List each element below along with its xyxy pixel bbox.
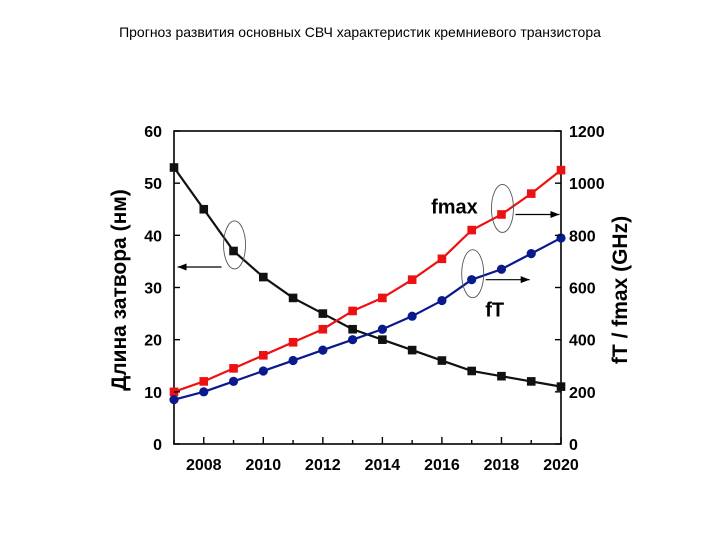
right-tick-label: 800 [569,228,596,245]
data-point-fmax [437,254,447,264]
annotation-layer: fmax fT [177,184,560,322]
data-point-left [259,272,268,282]
data-point-fmax [199,377,209,386]
data-point-left [526,377,536,386]
right-tick-label: 1200 [569,124,605,141]
left-tick-label: 60 [144,124,162,141]
left-tick-label: 50 [144,176,162,193]
data-point-fmax [556,165,566,175]
right-tick-label: 1000 [569,176,605,193]
right-tick-label: 0 [569,437,578,454]
data-point-fmax [259,351,268,360]
x-tick-label: 2016 [424,457,460,474]
data-point-left [437,356,447,365]
plot-area [173,130,562,445]
series-line-left [173,166,562,388]
data-point-fmax [378,293,387,303]
data-point-left [229,246,238,256]
annotation-ellipse-left [223,220,246,270]
right-tick-label: 400 [569,333,596,350]
data-point-fT [169,395,179,405]
series-fT [169,233,566,405]
series-fmax [169,165,566,397]
data-point-fT [437,295,447,306]
data-point-left [378,335,387,344]
slide-title: Прогноз развития основных СВЧ характерис… [119,24,601,40]
series-left [169,163,566,391]
data-point-left [169,163,179,172]
left-tick-label: 20 [144,333,162,350]
data-point-left [288,293,298,303]
x-tick-label: 2018 [484,457,520,474]
data-point-fmax [407,275,417,284]
data-point-left [318,309,328,318]
annotation-arrow-fT-head [520,276,530,284]
data-point-fmax [497,210,506,219]
x-tick-label: 2008 [186,457,222,474]
data-point-fT [348,335,358,345]
data-point-left [556,382,566,391]
right-axis-title: fT / fmax (GHz) [609,216,632,364]
data-point-fT [258,366,268,376]
data-point-fmax [467,225,476,235]
annotation-label-fmax: fmax [431,196,478,218]
data-point-left [497,371,506,381]
data-point-left [407,345,417,355]
data-point-left [348,324,357,334]
annotation-label-fT: fT [485,300,504,322]
data-point-fmax [318,324,328,334]
left-tick-label: 30 [144,281,162,298]
annotation-ellipse-fT [461,249,485,299]
left-tick-label: 10 [144,385,162,402]
right-tick-label: 600 [569,281,596,298]
data-point-fT [228,376,239,386]
left-tick-label: 40 [144,228,162,245]
series-line-fmax [173,169,562,393]
annotation-arrow-left-head [177,263,187,271]
data-point-fT [288,355,298,366]
series-line-fT [173,236,562,401]
data-point-fT [199,387,209,397]
data-point-fmax [288,337,298,347]
data-point-fT [496,264,507,274]
x-tick-label: 2020 [543,457,579,474]
data-point-fmax [526,189,536,198]
data-point-fT [377,324,387,334]
left-tick-label: 0 [153,437,162,454]
data-point-fmax [348,306,357,316]
data-point-fT [467,275,477,285]
data-point-fT [526,248,536,259]
series-layer [169,163,566,405]
right-tick-label: 200 [569,385,596,402]
data-point-fT [318,345,328,355]
plot-border [173,130,562,445]
data-point-fmax [229,364,238,373]
data-point-fT [407,311,417,321]
left-axis-title: Длина затвора (нм) [108,189,131,391]
x-tick-label: 2014 [365,457,401,474]
x-tick-label: 2010 [246,457,282,474]
x-tick-label: 2012 [305,457,341,474]
annotation-arrow-fmax-head [550,210,560,218]
data-point-left [199,204,209,214]
data-point-left [467,366,476,376]
annotation-ellipse-fmax [491,184,514,233]
